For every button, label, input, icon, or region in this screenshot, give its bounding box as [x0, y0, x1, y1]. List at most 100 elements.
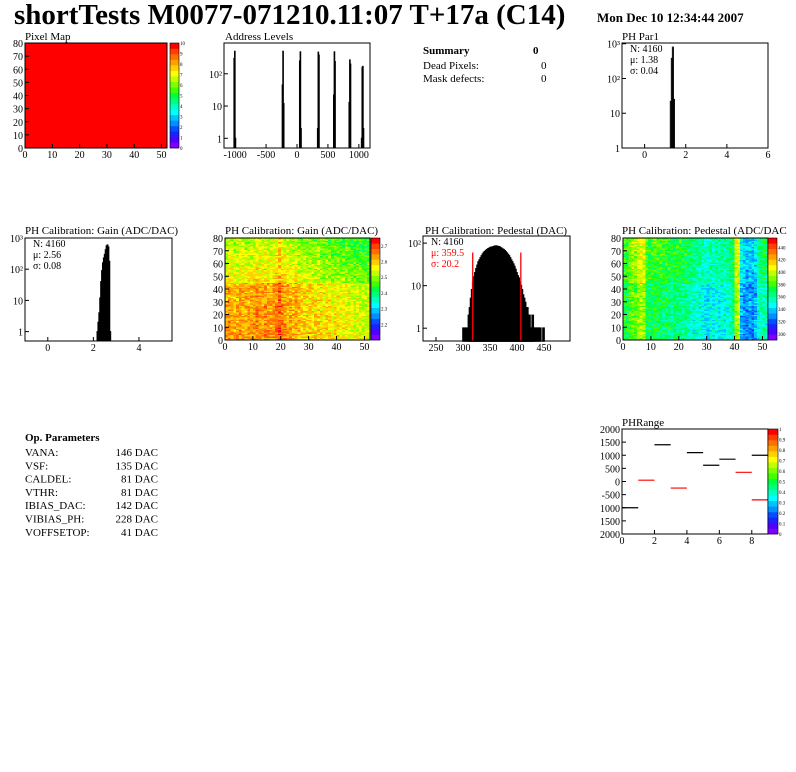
- heatmap-cell: [283, 240, 287, 243]
- chart-title: PH Calibration: Pedestal (ADC/DAC: [622, 225, 787, 237]
- heatmap-cell: [233, 299, 237, 301]
- heatmap-cell: [233, 323, 237, 325]
- heatmap-cell: [289, 266, 293, 268]
- heatmap-cell: [238, 325, 243, 328]
- heatmap-cell: [358, 278, 362, 281]
- heatmap-cell: [227, 280, 231, 282]
- heatmap-cell: [289, 329, 293, 332]
- heatmap-cell: [236, 253, 240, 255]
- heatmap-cell: [311, 291, 315, 294]
- heatmap-cell: [303, 277, 307, 280]
- heatmap-cell: [328, 334, 332, 337]
- heatmap-cell: [361, 315, 365, 318]
- heatmap-cell: [280, 249, 284, 252]
- heatmap-cell: [266, 328, 270, 331]
- heatmap-cell: [252, 320, 256, 323]
- heatmap-cell: [241, 244, 245, 246]
- heatmap-cell: [322, 260, 326, 263]
- heatmap-cell: [319, 313, 323, 315]
- heatmap-cell: [361, 252, 365, 254]
- heatmap-cell: [244, 245, 248, 248]
- heatmap-cell: [280, 258, 284, 260]
- heatmap-cell: [227, 241, 231, 244]
- heatmap-cell: [252, 337, 256, 340]
- heatmap-cell: [308, 328, 312, 331]
- heatmap-cell: [250, 283, 254, 286]
- heatmap-cell: [364, 334, 368, 337]
- heatmap-cell: [361, 317, 365, 319]
- heatmap-cell: [347, 325, 351, 328]
- y-tick-label: 80: [213, 234, 223, 245]
- heatmap-cell: [322, 257, 326, 259]
- heatmap-cell: [631, 311, 635, 314]
- heatmap-cell: [330, 262, 335, 264]
- heatmap-cell: [283, 281, 287, 283]
- heatmap-cell: [244, 324, 248, 327]
- heatmap-cell: [623, 252, 627, 254]
- heatmap-cell: [233, 310, 237, 313]
- heatmap-cell: [289, 334, 293, 337]
- heatmap-cell: [308, 249, 312, 252]
- heatmap-cell: [634, 303, 638, 305]
- heatmap-cell: [250, 280, 254, 282]
- heatmap-cell: [277, 289, 282, 291]
- heatmap-cell: [247, 299, 251, 301]
- heatmap-cell: [347, 337, 351, 340]
- heatmap-cell: [241, 323, 245, 325]
- heatmap-cell: [317, 296, 321, 299]
- heatmap-cell: [625, 315, 629, 318]
- heatmap-cell: [347, 253, 351, 255]
- heatmap-cell: [280, 248, 284, 250]
- heatmap-cell: [303, 257, 307, 259]
- heatmap-cell: [272, 294, 276, 296]
- heatmap-cell: [294, 327, 298, 329]
- heatmap-cell: [233, 257, 237, 259]
- heatmap-cell: [252, 329, 256, 332]
- heatmap-cell: [277, 260, 282, 263]
- heatmap-cell: [280, 318, 284, 320]
- heatmap-cell: [269, 240, 273, 243]
- heatmap-cell: [286, 297, 290, 300]
- heatmap-cell: [264, 303, 268, 305]
- heatmap-cell: [328, 285, 332, 287]
- heatmap-cell: [308, 276, 312, 278]
- heatmap-cell: [625, 243, 629, 245]
- heatmap-cell: [325, 286, 329, 289]
- heatmap-cell: [347, 264, 351, 267]
- heatmap-cell: [291, 274, 296, 277]
- heatmap-cell: [305, 328, 309, 331]
- heatmap-cell: [225, 241, 229, 244]
- heatmap-cell: [631, 238, 635, 240]
- heatmap-cell: [261, 309, 265, 311]
- heatmap-cell: [311, 308, 315, 310]
- heatmap-cell: [634, 246, 638, 249]
- heatmap-cell: [308, 287, 312, 290]
- heatmap-cell: [297, 244, 301, 246]
- heatmap-cell: [233, 274, 237, 277]
- heatmap-cell: [244, 269, 248, 272]
- heatmap-cell: [247, 317, 251, 319]
- heatmap-cell: [303, 280, 307, 282]
- heatmap-cell: [303, 314, 307, 317]
- heatmap-cell: [275, 310, 279, 313]
- heatmap-cell: [367, 329, 371, 332]
- heatmap-cell: [328, 244, 332, 246]
- heatmap-cell: [261, 278, 265, 281]
- heatmap-cell: [353, 262, 357, 264]
- heatmap-cell: [356, 268, 360, 271]
- heatmap-cell: [252, 291, 256, 294]
- heatmap-cell: [347, 272, 351, 274]
- heatmap-cell: [255, 273, 259, 276]
- heatmap-cell: [286, 267, 290, 269]
- heatmap-cell: [225, 319, 229, 322]
- heatmap-cell: [339, 269, 343, 272]
- heatmap-cell: [266, 258, 270, 260]
- heatmap-cell: [339, 249, 343, 252]
- heatmap-cell: [330, 264, 335, 267]
- heatmap-cell: [227, 333, 231, 336]
- heatmap-cell: [353, 297, 357, 300]
- palette-swatch: [371, 254, 380, 260]
- heatmap-cell: [319, 286, 323, 289]
- heatmap-cell: [225, 311, 229, 314]
- heatmap-cell: [339, 329, 343, 332]
